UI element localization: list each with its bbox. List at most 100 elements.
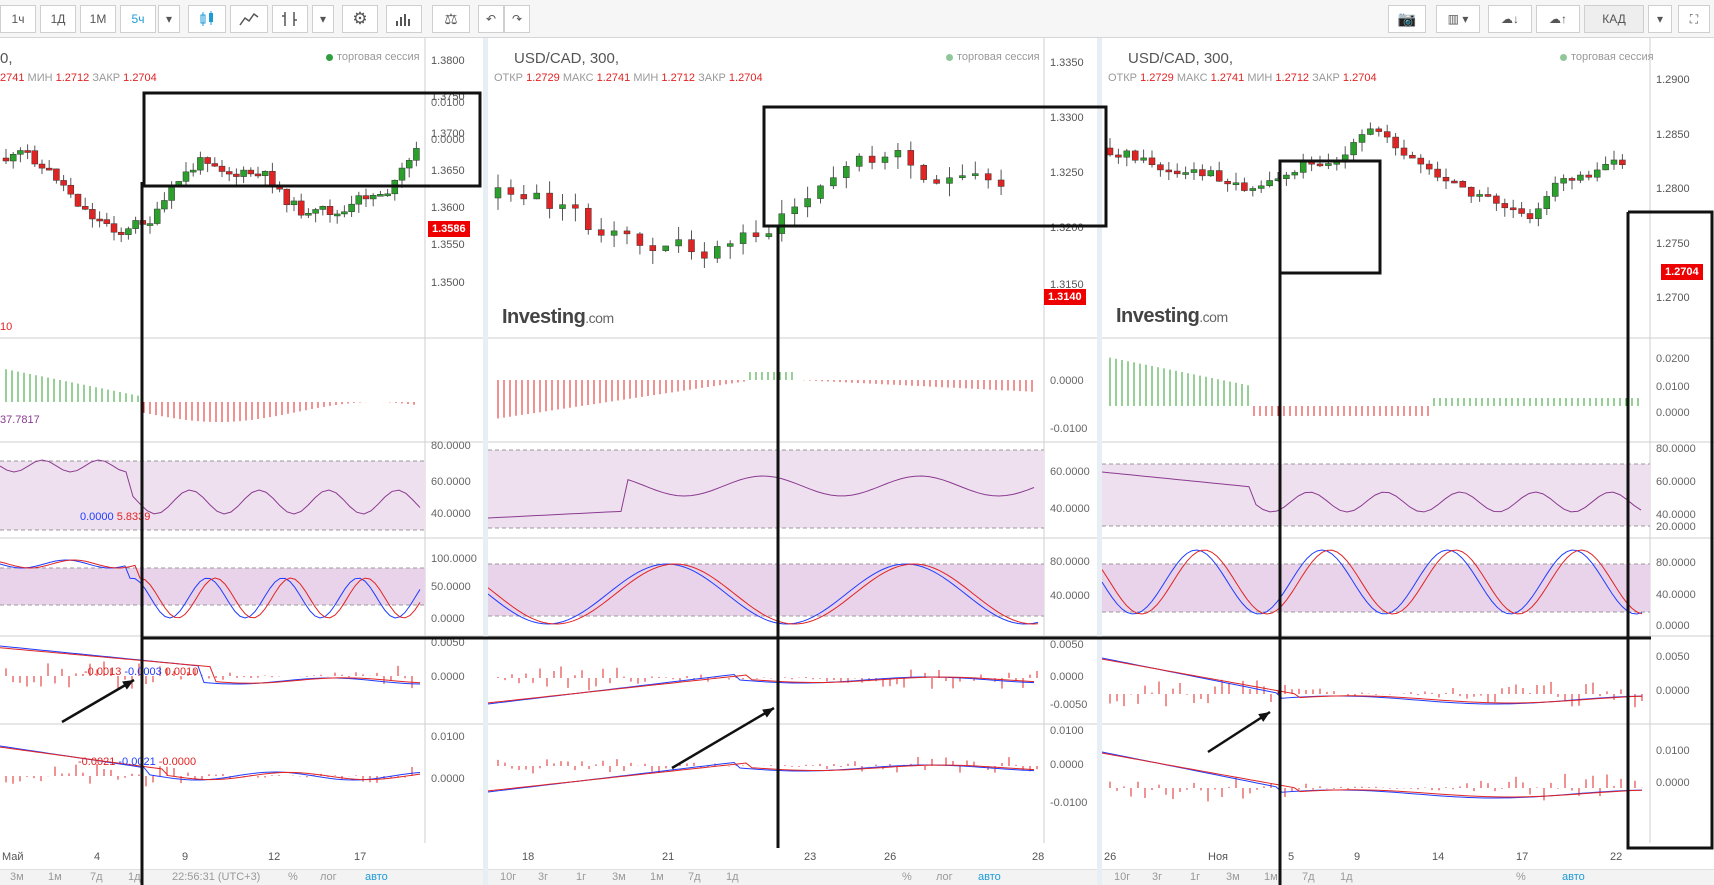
chart-panel-right[interactable]: 1.2900 1.2850 1.2800 1.2750 1.2700 0.0200 0.01…	[1102, 38, 1714, 885]
candle-body	[240, 169, 247, 177]
range-1m[interactable]: 1м	[48, 871, 62, 883]
candle-body	[1543, 196, 1551, 209]
candle-body	[1123, 150, 1131, 158]
rsi-tick-label: 20.0000	[1656, 521, 1696, 533]
range-1d[interactable]: 1д	[1340, 871, 1353, 883]
range-7d[interactable]: 7д	[90, 871, 103, 883]
range-10y[interactable]: 10г	[1114, 871, 1131, 883]
range-3y[interactable]: 3г	[1152, 871, 1163, 883]
auto-toggle[interactable]: авто	[365, 871, 388, 883]
camera-icon: 📷	[1397, 11, 1417, 28]
candle-body	[1383, 131, 1391, 138]
interval-dropdown-button[interactable]: ▾	[158, 5, 180, 33]
chart-panel-middle[interactable]: 1.3350 1.3300 1.3250 1.3200 1.3150 0.0000 -0.0…	[488, 38, 1097, 885]
ohlc-low: 1.2712	[1275, 72, 1310, 84]
candles-chart-type-button[interactable]	[188, 5, 226, 33]
compare-button[interactable]: ⚖	[432, 5, 470, 33]
auto-toggle[interactable]: авто	[1562, 871, 1585, 883]
range-1y[interactable]: 1г	[576, 871, 587, 883]
ohlc-high: 2741	[0, 72, 25, 84]
interval-1d-button[interactable]: 1Д	[40, 5, 76, 33]
interval-label: 1ч	[11, 12, 25, 26]
candle-body	[1157, 164, 1164, 171]
range-1m[interactable]: 1м	[650, 871, 664, 883]
candle-body	[1619, 159, 1626, 166]
interval-1h-button[interactable]: 1ч	[0, 5, 36, 33]
session-label: торговая сессия	[1571, 51, 1654, 63]
settings-button[interactable]: ⚙	[342, 5, 378, 33]
range-1y[interactable]: 1г	[1190, 871, 1201, 883]
chart-canvas[interactable]: 1.38001.37501.37001.36501.36001.35501.35…	[0, 38, 483, 885]
range-1d[interactable]: 1д	[128, 871, 141, 883]
range-3m[interactable]: 3м	[10, 871, 24, 883]
candle-body	[946, 177, 953, 184]
candle-body	[1551, 182, 1559, 197]
range-10y[interactable]: 10г	[500, 871, 517, 883]
auto-toggle[interactable]: авто	[978, 871, 1001, 883]
symbol-title[interactable]: USD/CAD, 300,	[514, 50, 620, 67]
panel-divider[interactable]	[483, 38, 488, 885]
candle-body	[1115, 154, 1122, 158]
chart-toolbar: 1ч 1Д 1М 5ч ▾ ▾ ⚙ ⚖ ↶ ↷ 📷 ▥ ▾ ☁↓ ☁↑ КАД …	[0, 0, 1714, 38]
range-1m[interactable]: 1м	[1264, 871, 1278, 883]
candle-body	[269, 171, 276, 186]
cloud-download-button[interactable]: ☁↓	[1488, 5, 1532, 33]
candle-body	[1190, 169, 1198, 173]
undo-button[interactable]: ↶	[478, 5, 504, 33]
candle-body	[17, 150, 24, 155]
macd-tick-label: 0.0050	[431, 637, 465, 649]
line-chart-type-button[interactable]	[230, 5, 268, 33]
symbol-title[interactable]: 0,	[0, 50, 13, 67]
log-toggle[interactable]: лог	[320, 871, 337, 883]
currency-button[interactable]: КАД	[1584, 5, 1644, 33]
last-price-tag: 1.3140	[1044, 289, 1086, 305]
candle-body	[1106, 147, 1114, 156]
chart-canvas[interactable]: 1.3350 1.3300 1.3250 1.3200 1.3150 0.0000 -0.0…	[488, 38, 1097, 885]
stoch-tick-label: 0.0000	[1656, 620, 1690, 632]
chevron-down-icon: ▾	[165, 12, 173, 26]
range-3m[interactable]: 3м	[1226, 871, 1240, 883]
redo-button[interactable]: ↷	[504, 5, 530, 33]
symbol-title[interactable]: USD/CAD, 300,	[1128, 50, 1234, 67]
time-axis-label: 17	[354, 851, 366, 863]
candle-body	[189, 169, 197, 173]
screenshot-button[interactable]: 📷	[1388, 5, 1426, 33]
candle-body	[204, 157, 211, 164]
interval-5h-button[interactable]: 5ч	[120, 5, 156, 33]
range-1d[interactable]: 1д	[726, 871, 739, 883]
percent-toggle[interactable]: %	[902, 871, 912, 883]
candle-body	[726, 243, 734, 247]
range-3m[interactable]: 3м	[612, 871, 626, 883]
range-7d[interactable]: 7д	[688, 871, 701, 883]
log-toggle[interactable]: лог	[936, 871, 953, 883]
candle-body	[1409, 154, 1416, 159]
range-3y[interactable]: 3г	[538, 871, 549, 883]
percent-toggle[interactable]: %	[1516, 871, 1526, 883]
indicators-button[interactable]	[272, 5, 308, 33]
candlestick-icon	[200, 11, 213, 26]
candle-body	[675, 239, 682, 247]
candle-body	[168, 185, 175, 201]
studies-button[interactable]	[386, 5, 422, 33]
candle-body	[74, 193, 82, 207]
candle-body	[211, 163, 219, 167]
candle-body	[132, 220, 139, 229]
candle-body	[1451, 180, 1458, 184]
logo-text: Investing	[1116, 305, 1200, 327]
fullscreen-button[interactable]: ⛶	[1678, 5, 1710, 33]
price-tick-label: 1.3550	[431, 239, 465, 251]
layout-button[interactable]: ▥ ▾	[1436, 5, 1480, 33]
interval-1m-button[interactable]: 1М	[80, 5, 116, 33]
time-axis-label: 28	[1032, 851, 1044, 863]
range-7d[interactable]: 7д	[1302, 871, 1315, 883]
chart-panel-left[interactable]: 1.3800 1.3750 1.3700 1.3650 1.3600 1.3550 1.35…	[0, 38, 483, 885]
indicators-dropdown-button[interactable]: ▾	[312, 5, 334, 33]
currency-dropdown-button[interactable]: ▾	[1648, 5, 1672, 33]
chart-canvas[interactable]: 1.2900 1.2850 1.2800 1.2750 1.2700 0.0200 0.01…	[1102, 38, 1714, 885]
candle-body	[290, 200, 298, 206]
macd-tick-label: -0.0050	[1050, 699, 1087, 711]
percent-toggle[interactable]: %	[288, 871, 298, 883]
panel-divider[interactable]	[1097, 38, 1102, 885]
cloud-upload-button[interactable]: ☁↑	[1536, 5, 1580, 33]
logo-text: Investing	[502, 306, 586, 328]
